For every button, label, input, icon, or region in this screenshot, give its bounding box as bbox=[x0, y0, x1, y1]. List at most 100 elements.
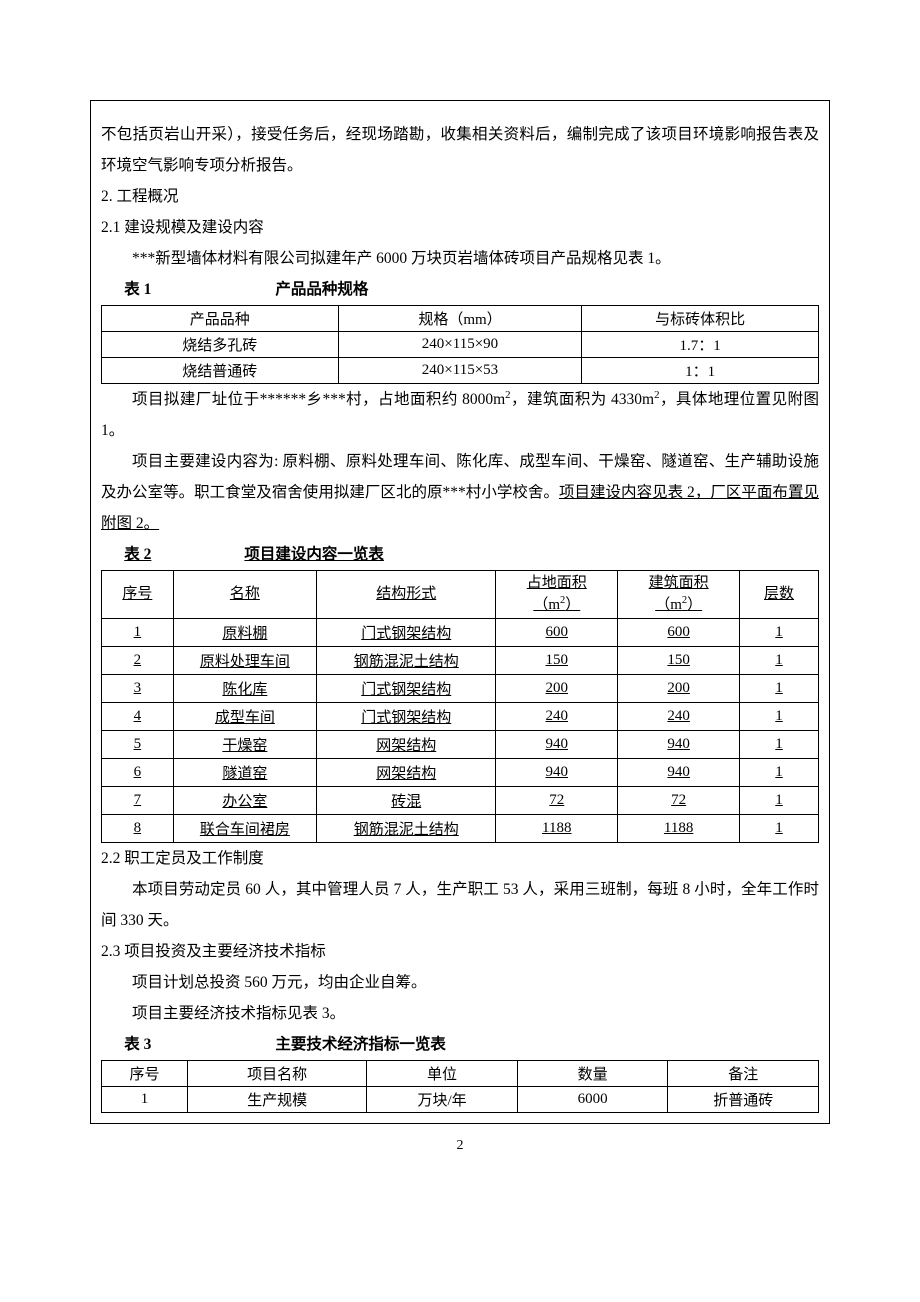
table-cell: 240×115×90 bbox=[338, 332, 582, 358]
table-2-caption-num: 表 2 bbox=[124, 546, 151, 563]
table-header: 序号 bbox=[102, 1061, 188, 1087]
table-cell: 3 bbox=[102, 675, 174, 703]
table-cell: 联合车间裙房 bbox=[173, 815, 316, 843]
table-row: 2原料处理车间钢筋混泥土结构1501501 bbox=[102, 647, 819, 675]
table-cell: 240 bbox=[496, 703, 618, 731]
table-3-caption: 表 3 主要技术经济指标一览表 bbox=[101, 1029, 819, 1060]
section-2-1-para-b: 项目拟建厂址位于******乡***村，占地面积约 8000m2，建筑面积为 4… bbox=[101, 384, 819, 446]
table-cell: 7 bbox=[102, 787, 174, 815]
table-cell: 网架结构 bbox=[317, 759, 496, 787]
table-cell: 240×115×53 bbox=[338, 358, 582, 384]
table-3-caption-title: 主要技术经济指标一览表 bbox=[275, 1036, 446, 1053]
table-cell: 200 bbox=[496, 675, 618, 703]
table-cell: 1 bbox=[740, 675, 819, 703]
table-cell: 5 bbox=[102, 731, 174, 759]
section-2-2-para: 本项目劳动定员 60 人，其中管理人员 7 人，生产职工 53 人，采用三班制，… bbox=[101, 874, 819, 936]
section-2-3-heading: 2.3 项目投资及主要经济技术指标 bbox=[101, 936, 819, 967]
table-cell: 1 bbox=[740, 619, 819, 647]
table-header: 序号 bbox=[102, 571, 174, 619]
table-row: 7办公室砖混72721 bbox=[102, 787, 819, 815]
table-cell: 150 bbox=[496, 647, 618, 675]
table-cell: 600 bbox=[618, 619, 740, 647]
table-cell: 940 bbox=[496, 731, 618, 759]
table-cell: 2 bbox=[102, 647, 174, 675]
table-cell: 72 bbox=[618, 787, 740, 815]
table-cell: 门式钢架结构 bbox=[317, 675, 496, 703]
table-header: 建筑面积（m2） bbox=[618, 571, 740, 619]
table-cell: 1 bbox=[102, 619, 174, 647]
table-row: 序号 项目名称 单位 数量 备注 bbox=[102, 1061, 819, 1087]
table-header: 结构形式 bbox=[317, 571, 496, 619]
table-cell: 成型车间 bbox=[173, 703, 316, 731]
table-cell: 1188 bbox=[618, 815, 740, 843]
table-row: 烧结普通砖 240×115×53 1：1 bbox=[102, 358, 819, 384]
table-1-caption-title: 产品品种规格 bbox=[275, 281, 368, 298]
section-2-3-para-a: 项目计划总投资 560 万元，均由企业自筹。 bbox=[101, 967, 819, 998]
section-2-heading: 2. 工程概况 bbox=[101, 181, 819, 212]
table-cell: 1 bbox=[102, 1087, 188, 1113]
table-3: 序号 项目名称 单位 数量 备注 1 生产规模 万块/年 6000 折普通砖 bbox=[101, 1060, 819, 1113]
table-2-caption: 表 2 项目建设内容一览表 bbox=[101, 539, 819, 570]
table-1-caption: 表 1 产品品种规格 bbox=[101, 274, 819, 305]
table-cell: 干燥窑 bbox=[173, 731, 316, 759]
table-cell: 烧结多孔砖 bbox=[102, 332, 339, 358]
table-1-caption-num: 表 1 bbox=[124, 281, 151, 298]
table-row: 产品品种 规格（mm） 与标砖体积比 bbox=[102, 306, 819, 332]
table-cell: 1 bbox=[740, 731, 819, 759]
table-cell: 940 bbox=[618, 731, 740, 759]
table-header: 与标砖体积比 bbox=[582, 306, 819, 332]
table-row: 4成型车间门式钢架结构2402401 bbox=[102, 703, 819, 731]
table-cell: 1188 bbox=[496, 815, 618, 843]
table-cell: 生产规模 bbox=[188, 1087, 367, 1113]
table-cell: 1 bbox=[740, 815, 819, 843]
table-row: 3陈化库门式钢架结构2002001 bbox=[102, 675, 819, 703]
table-cell: 940 bbox=[496, 759, 618, 787]
table-cell: 1 bbox=[740, 787, 819, 815]
table-cell: 1 bbox=[740, 647, 819, 675]
section-2-1-para-a: ***新型墙体材料有限公司拟建年产 6000 万块页岩墙体砖项目产品规格见表 1… bbox=[101, 243, 819, 274]
table-cell: 6000 bbox=[517, 1087, 668, 1113]
table-3-caption-num: 表 3 bbox=[124, 1036, 151, 1053]
table-2-caption-title: 项目建设内容一览表 bbox=[244, 546, 384, 563]
table-cell: 1：1 bbox=[582, 358, 819, 384]
table-header: 规格（mm） bbox=[338, 306, 582, 332]
table-header: 备注 bbox=[668, 1061, 819, 1087]
table-cell: 办公室 bbox=[173, 787, 316, 815]
table-cell: 1 bbox=[740, 703, 819, 731]
table-cell: 6 bbox=[102, 759, 174, 787]
table-2: 序号 名称 结构形式 占地面积（m2） 建筑面积（m2） 层数 1原料棚门式钢架… bbox=[101, 570, 819, 843]
table-header: 产品品种 bbox=[102, 306, 339, 332]
table-row: 1原料棚门式钢架结构6006001 bbox=[102, 619, 819, 647]
table-cell: 4 bbox=[102, 703, 174, 731]
table-cell: 门式钢架结构 bbox=[317, 703, 496, 731]
table-cell: 940 bbox=[618, 759, 740, 787]
table-cell: 8 bbox=[102, 815, 174, 843]
table-cell: 150 bbox=[618, 647, 740, 675]
table-cell: 门式钢架结构 bbox=[317, 619, 496, 647]
table-cell: 72 bbox=[496, 787, 618, 815]
table-header: 单位 bbox=[367, 1061, 518, 1087]
table-cell: 原料棚 bbox=[173, 619, 316, 647]
table-cell: 1 bbox=[740, 759, 819, 787]
section-2-2-heading: 2.2 职工定员及工作制度 bbox=[101, 843, 819, 874]
table-cell: 200 bbox=[618, 675, 740, 703]
table-row: 1 生产规模 万块/年 6000 折普通砖 bbox=[102, 1087, 819, 1113]
table-cell: 砖混 bbox=[317, 787, 496, 815]
section-2-1-heading: 2.1 建设规模及建设内容 bbox=[101, 212, 819, 243]
table-cell: 1.7：1 bbox=[582, 332, 819, 358]
table-cell: 钢筋混泥土结构 bbox=[317, 647, 496, 675]
table-header: 占地面积（m2） bbox=[496, 571, 618, 619]
table-cell: 万块/年 bbox=[367, 1087, 518, 1113]
table-cell: 陈化库 bbox=[173, 675, 316, 703]
table-cell: 钢筋混泥土结构 bbox=[317, 815, 496, 843]
table-row: 8联合车间裙房钢筋混泥土结构118811881 bbox=[102, 815, 819, 843]
table-cell: 600 bbox=[496, 619, 618, 647]
table-header: 项目名称 bbox=[188, 1061, 367, 1087]
text-fragment: 项目拟建厂址位于******乡***村，占地面积约 8000m bbox=[132, 391, 505, 408]
page-number: 2 bbox=[90, 1138, 830, 1154]
section-2-1-para-c: 项目主要建设内容为: 原料棚、原料处理车间、陈化库、成型车间、干燥窑、隧道窑、生… bbox=[101, 446, 819, 539]
table-row: 6隧道窑网架结构9409401 bbox=[102, 759, 819, 787]
table-cell: 网架结构 bbox=[317, 731, 496, 759]
table-cell: 240 bbox=[618, 703, 740, 731]
table-cell: 烧结普通砖 bbox=[102, 358, 339, 384]
